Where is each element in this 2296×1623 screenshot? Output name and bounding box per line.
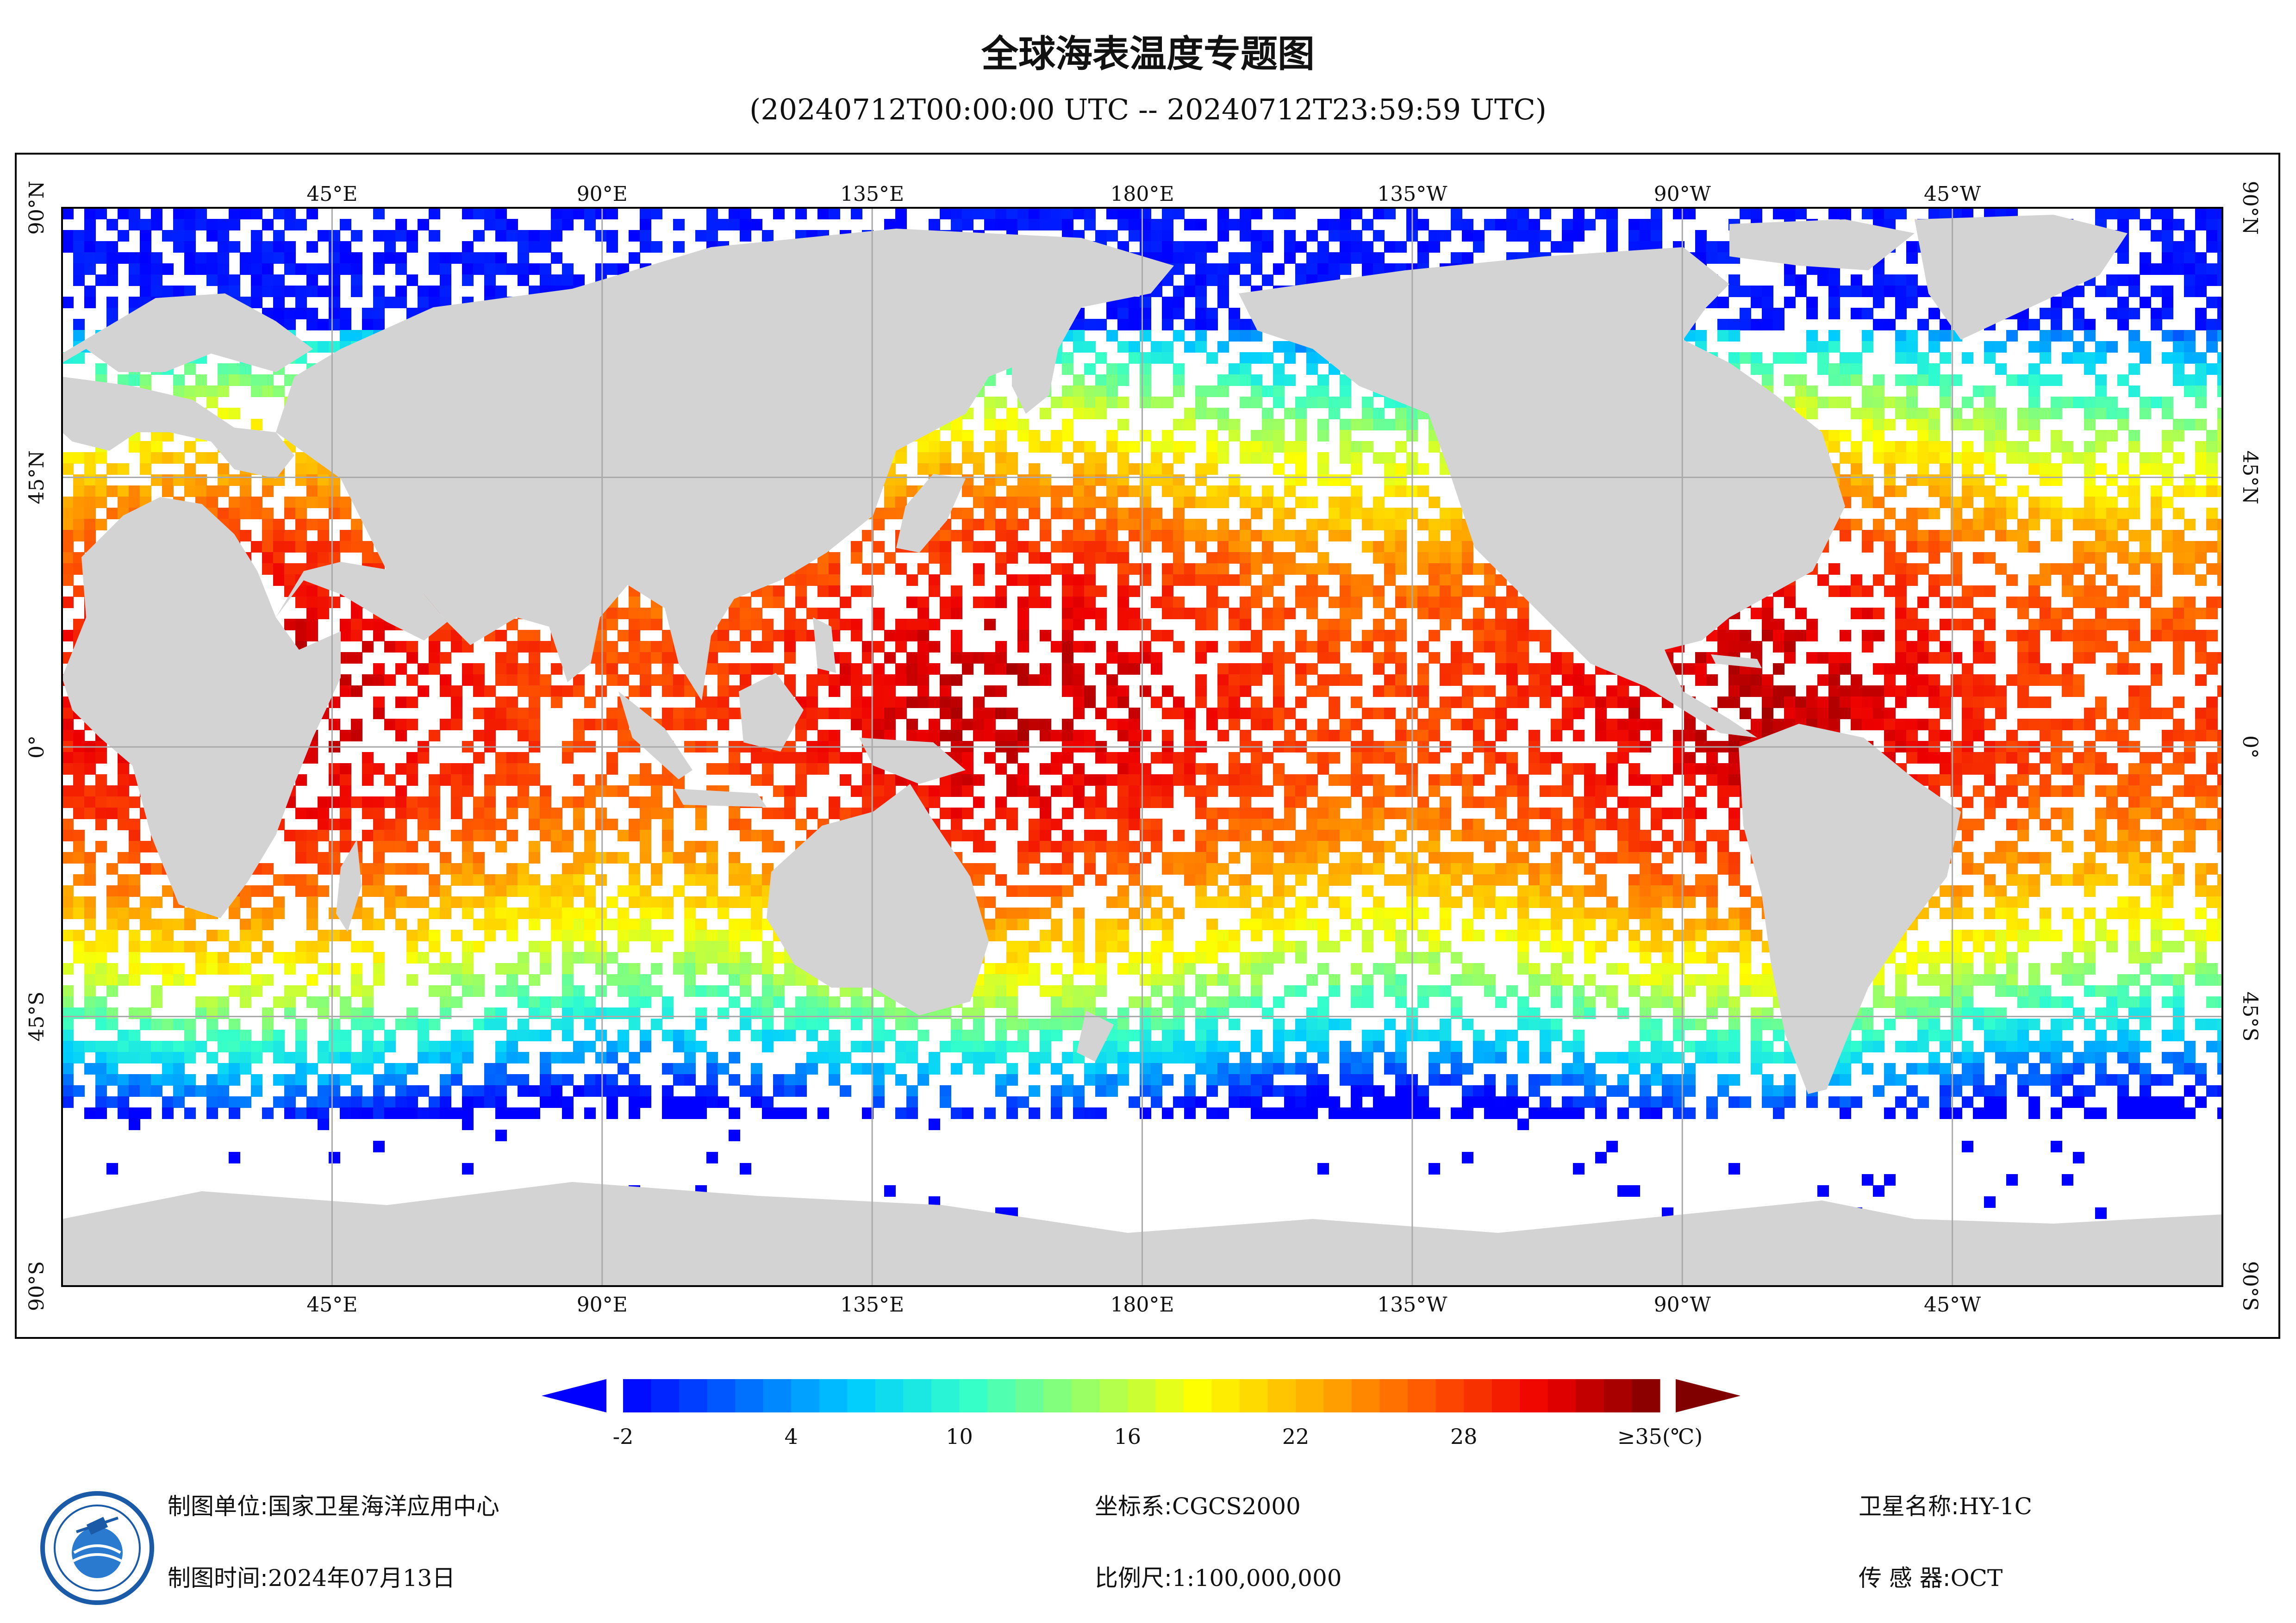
producer-value: 国家卫星海洋应用中心 [268, 1493, 499, 1520]
lon-tick-label: 90°E [577, 182, 628, 206]
scale-line: 比例尺:1:100,000,000 [1095, 1560, 1342, 1593]
map-canvas[interactable]: 45°E 90°E 135°E 180°E 135°W 90°W 45°W 45°E 90°E… [17, 155, 2278, 1337]
logo [37, 1488, 157, 1610]
crs-value: CGCS2000 [1172, 1493, 1301, 1520]
land-europe-south [62, 377, 294, 479]
top-lon-labels: 45°E 90°E 135°E 180°E 135°W 90°W 45°W [306, 182, 1981, 206]
producer-label: 制图单位: [168, 1493, 268, 1520]
page-title: 全球海表温度专题图 [981, 32, 1315, 75]
producer-line: 制图单位:国家卫星海洋应用中心 [168, 1488, 499, 1521]
lat-tick-label: 45°S [25, 991, 49, 1041]
lon-tick-label: 45°E [306, 1293, 357, 1317]
land-north-america [1239, 247, 1845, 738]
colorbar-tick-label: 28 [1450, 1424, 1478, 1449]
lat-tick-label: 0° [25, 735, 49, 759]
land-europe [62, 293, 313, 372]
scale-label: 比例尺: [1095, 1565, 1172, 1592]
plot-border [61, 207, 2223, 1287]
crs-label: 坐标系: [1095, 1493, 1172, 1520]
land-newzealand [1077, 1011, 1114, 1062]
map-frame: 45°E 90°E 135°E 180°E 135°W 90°W 45°W 45°E 90°E… [15, 153, 2280, 1339]
lon-tick-label: 180°E [1110, 182, 1174, 206]
land-greenland [1915, 215, 2128, 340]
colorbar-segments [623, 1379, 1660, 1412]
colorbar-tick-label: 16 [1114, 1424, 1141, 1449]
lon-tick-label: 135°W [1377, 182, 1447, 206]
land-south-america [1739, 724, 1961, 1094]
colorbar-over-arrow [1676, 1379, 1741, 1412]
lat-tick-label: 90°S [2238, 1261, 2262, 1311]
colorbar-tick-label: ≥35(℃) [1617, 1424, 1703, 1449]
time-range-subtitle: (20240712T00:00:00 UTC -- 20240712T23:59… [749, 93, 1547, 126]
crs-line: 坐标系:CGCS2000 [1095, 1488, 1301, 1521]
colorbar-under-arrow [542, 1379, 606, 1412]
lon-tick-label: 45°W [1924, 182, 1981, 206]
lat-tick-label: 0° [2238, 735, 2262, 759]
date-value: 2024年07月13日 [268, 1565, 455, 1592]
lat-tick-label: 90°N [2238, 181, 2262, 235]
land-kamchatka [1012, 349, 1058, 414]
scale-value: 1:100,000,000 [1172, 1565, 1342, 1592]
date-line: 制图时间:2024年07月13日 [168, 1560, 455, 1593]
satellite-line: 卫星名称:HY-1C [1859, 1488, 2032, 1521]
land-arctic-islands [1729, 219, 1915, 270]
sensor-line: 传 感 器:OCT [1859, 1560, 2003, 1593]
bottom-lon-labels: 45°E 90°E 135°E 180°E 135°W 90°W 45°W [306, 1293, 1981, 1317]
land-caribbean [1711, 654, 1762, 668]
lon-tick-label: 180°E [1110, 1293, 1174, 1317]
lat-tick-label: 45°N [2238, 450, 2262, 504]
land-philippines [813, 617, 836, 673]
land-newguinea [859, 738, 966, 784]
colorbar-tick-label: 10 [946, 1424, 973, 1449]
date-label: 制图时间: [168, 1565, 268, 1592]
land-java [674, 789, 767, 807]
lon-tick-label: 90°W [1654, 182, 1711, 206]
land-japan [896, 474, 966, 553]
nsoas-logo-icon [40, 1491, 154, 1605]
land-borneo [739, 673, 804, 752]
satellite-label: 卫星名称: [1859, 1493, 1959, 1520]
colorbar-tick-label: 4 [785, 1424, 798, 1449]
colorbar: -2 4 10 16 22 28 ≥35(℃) [542, 1370, 1754, 1460]
sensor-label: 传 感 器: [1859, 1565, 1951, 1592]
lon-tick-label: 90°W [1654, 1293, 1711, 1317]
colorbar-tick-labels: -2 4 10 16 22 28 ≥35(℃) [613, 1424, 1703, 1449]
lon-tick-label: 90°E [577, 1293, 628, 1317]
land-madagascar [336, 839, 362, 932]
sensor-value: OCT [1950, 1565, 2003, 1592]
graticule [62, 208, 2222, 1286]
left-lat-labels: 90°N 45°N 0° 45°S 90°S [25, 181, 49, 1311]
lat-tick-label: 45°S [2238, 991, 2262, 1041]
satellite-value: HY-1C [1959, 1493, 2032, 1520]
colorbar-tick-label: 22 [1282, 1424, 1310, 1449]
lon-tick-label: 45°E [306, 182, 357, 206]
lat-tick-label: 45°N [25, 450, 49, 504]
lon-tick-label: 135°E [840, 182, 904, 206]
land-australia [767, 784, 989, 1015]
lon-tick-label: 135°W [1377, 1293, 1447, 1317]
land-africa [62, 497, 341, 918]
lon-tick-label: 135°E [840, 1293, 904, 1317]
land-asia [276, 229, 1174, 701]
colorbar-tick-label: -2 [613, 1424, 634, 1449]
lat-tick-label: 90°N [25, 181, 49, 235]
lon-tick-label: 45°W [1924, 1293, 1981, 1317]
right-lat-labels: 90°N 45°N 0° 45°S 90°S [2238, 181, 2262, 1311]
lat-tick-label: 90°S [25, 1261, 49, 1311]
land-sumatra [618, 691, 693, 779]
